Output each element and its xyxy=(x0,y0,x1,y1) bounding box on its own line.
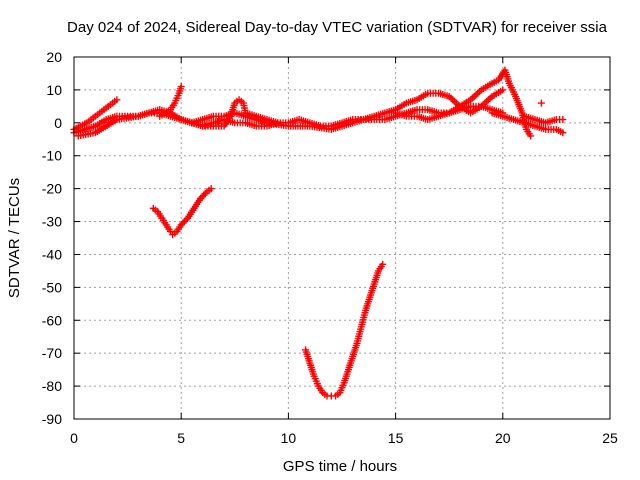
x-tick-label: 10 xyxy=(281,430,297,446)
y-tick-label: -80 xyxy=(42,378,62,394)
point-track-h xyxy=(559,116,567,124)
y-tick-label: -30 xyxy=(42,214,62,230)
x-tick-label: 15 xyxy=(388,430,404,446)
point-dip-2 xyxy=(379,260,387,268)
point-track-g xyxy=(559,129,567,137)
x-tick-label: 20 xyxy=(495,430,511,446)
x-tick-label: 5 xyxy=(177,430,185,446)
y-tick-label: 10 xyxy=(46,82,62,98)
point-track-d xyxy=(177,83,185,91)
point-track-e xyxy=(274,119,282,127)
point-track-i xyxy=(537,99,545,107)
y-axis-label: SDTVAR / TECUs xyxy=(6,178,23,298)
y-tick-label: 20 xyxy=(46,49,62,65)
interp-dip-1 xyxy=(201,190,209,198)
y-tick-label: 0 xyxy=(54,115,62,131)
interp-dip-1 xyxy=(180,218,188,226)
point-track-a xyxy=(113,96,121,104)
y-tick-label: -40 xyxy=(42,246,62,262)
data-points xyxy=(70,66,567,400)
y-tick-label: -60 xyxy=(42,312,62,328)
interp-dip-1 xyxy=(200,191,208,199)
x-tick-label: 0 xyxy=(70,430,78,446)
y-tick-label: -90 xyxy=(42,411,62,427)
chart-title: Day 024 of 2024, Sidereal Day-to-day VTE… xyxy=(67,19,608,36)
y-tick-label: -20 xyxy=(42,181,62,197)
y-tick-label: -10 xyxy=(42,148,62,164)
point-track-c xyxy=(499,86,507,94)
point-track-f xyxy=(527,132,535,140)
y-tick-label: -70 xyxy=(42,345,62,361)
x-tick-label: 25 xyxy=(602,430,618,446)
y-tick-label: -50 xyxy=(42,279,62,295)
plot-frame xyxy=(73,56,611,420)
point-dip-1 xyxy=(207,185,215,193)
x-axis-label: GPS time / hours xyxy=(283,458,397,475)
axis-ticks: 0 5 10 15 20 25 20 10 0 -10 -20 -30 -40 -50 -60 -70 -80 -… xyxy=(42,49,618,446)
